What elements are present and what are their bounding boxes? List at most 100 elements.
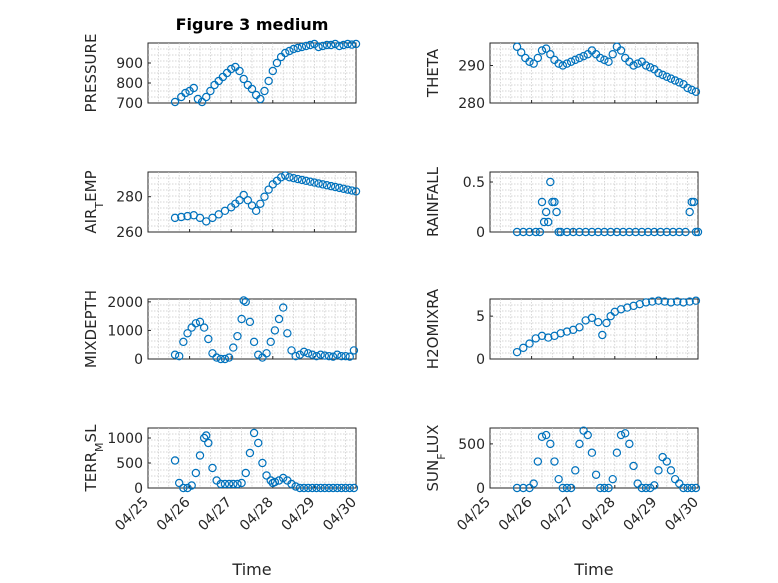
y-axis-label: MIXDEPTH xyxy=(82,290,100,368)
data-point xyxy=(517,48,526,57)
x-tick-label: 04/28 xyxy=(237,494,277,534)
data-point xyxy=(247,84,257,94)
data-point xyxy=(598,330,607,340)
y-tick-label: 800 xyxy=(116,76,143,92)
data-point xyxy=(637,227,647,237)
data-point xyxy=(283,329,292,338)
data-point xyxy=(529,479,538,488)
y-tick-label: 280 xyxy=(116,190,143,206)
data-point xyxy=(181,88,190,98)
data-point xyxy=(566,57,576,66)
y-axis-label: AIRTEMP xyxy=(82,170,106,233)
data-point xyxy=(174,351,184,361)
data-point xyxy=(562,483,572,493)
data-point xyxy=(179,483,188,493)
y-axis-label: H2OMIXRA xyxy=(424,288,442,369)
y-tick-label: 700 xyxy=(116,96,143,112)
data-point xyxy=(691,296,701,305)
data-point xyxy=(262,349,271,358)
data-point xyxy=(264,76,273,86)
data-point xyxy=(529,59,538,68)
data-point xyxy=(550,197,559,207)
data-point xyxy=(174,478,184,488)
data-point xyxy=(641,61,651,70)
y-tick-label: 1000 xyxy=(107,431,143,447)
data-point xyxy=(662,72,672,81)
data-point xyxy=(650,481,659,490)
data-point xyxy=(531,227,540,237)
data-point xyxy=(299,483,309,493)
data-point xyxy=(237,478,246,488)
data-point xyxy=(322,40,332,50)
y-tick-label: 0 xyxy=(476,225,485,241)
x-tick-label: 04/25 xyxy=(454,494,494,534)
data-point xyxy=(629,61,638,70)
data-point xyxy=(170,97,180,107)
data-point xyxy=(641,483,651,493)
data-point xyxy=(693,227,703,237)
data-point xyxy=(293,43,302,53)
data-point xyxy=(554,59,563,68)
data-point xyxy=(245,448,255,458)
data-point xyxy=(666,74,676,83)
data-point xyxy=(331,39,340,49)
data-point xyxy=(539,217,549,227)
data-point xyxy=(281,171,290,180)
data-point xyxy=(541,44,551,53)
data-point xyxy=(575,227,584,237)
data-point xyxy=(220,354,230,364)
data-point xyxy=(679,298,688,307)
data-point xyxy=(544,333,553,342)
data-point xyxy=(314,179,323,188)
data-point xyxy=(656,227,665,237)
y-tick-label: 500 xyxy=(116,456,143,472)
data-point xyxy=(287,479,296,489)
data-point xyxy=(281,48,290,58)
data-point xyxy=(291,482,300,491)
y-tick-label: 0 xyxy=(476,481,485,497)
data-point xyxy=(197,97,207,107)
data-point xyxy=(670,76,680,85)
data-point xyxy=(187,481,196,490)
data-point xyxy=(612,227,622,237)
data-point xyxy=(204,438,213,448)
data-point xyxy=(279,473,288,483)
data-point xyxy=(335,41,344,51)
x-tick-label: 04/28 xyxy=(579,494,619,534)
data-point xyxy=(537,46,547,55)
data-point xyxy=(550,457,559,466)
data-point xyxy=(208,213,217,223)
subplot-7: 0 500 1000 04/25 04/26 04/27 04/28 04/29 04/30 TE… xyxy=(82,424,360,579)
data-point xyxy=(633,59,642,68)
data-point xyxy=(202,217,211,226)
data-point xyxy=(685,207,694,217)
chart-title: Figure 3 medium xyxy=(176,15,329,34)
data-point xyxy=(291,351,300,361)
data-point xyxy=(326,181,336,191)
data-point xyxy=(637,483,647,493)
data-point xyxy=(691,483,701,493)
data-point xyxy=(660,297,669,306)
data-point xyxy=(593,227,603,237)
data-point xyxy=(546,177,555,187)
data-point xyxy=(260,86,269,96)
data-point xyxy=(562,227,572,237)
data-point xyxy=(519,483,528,493)
data-point xyxy=(212,353,221,362)
data-point xyxy=(318,180,327,189)
data-point xyxy=(650,227,659,237)
data-point xyxy=(608,474,617,484)
data-point xyxy=(512,347,522,357)
data-point xyxy=(604,57,613,66)
data-point xyxy=(339,184,348,193)
data-point xyxy=(179,337,188,347)
data-point xyxy=(533,53,543,63)
data-point xyxy=(306,40,315,50)
data-point xyxy=(593,317,603,327)
data-point xyxy=(596,483,605,493)
data-point xyxy=(670,474,680,484)
data-point xyxy=(654,296,663,305)
x-axis-label: Time xyxy=(573,560,613,579)
data-point xyxy=(170,213,180,223)
